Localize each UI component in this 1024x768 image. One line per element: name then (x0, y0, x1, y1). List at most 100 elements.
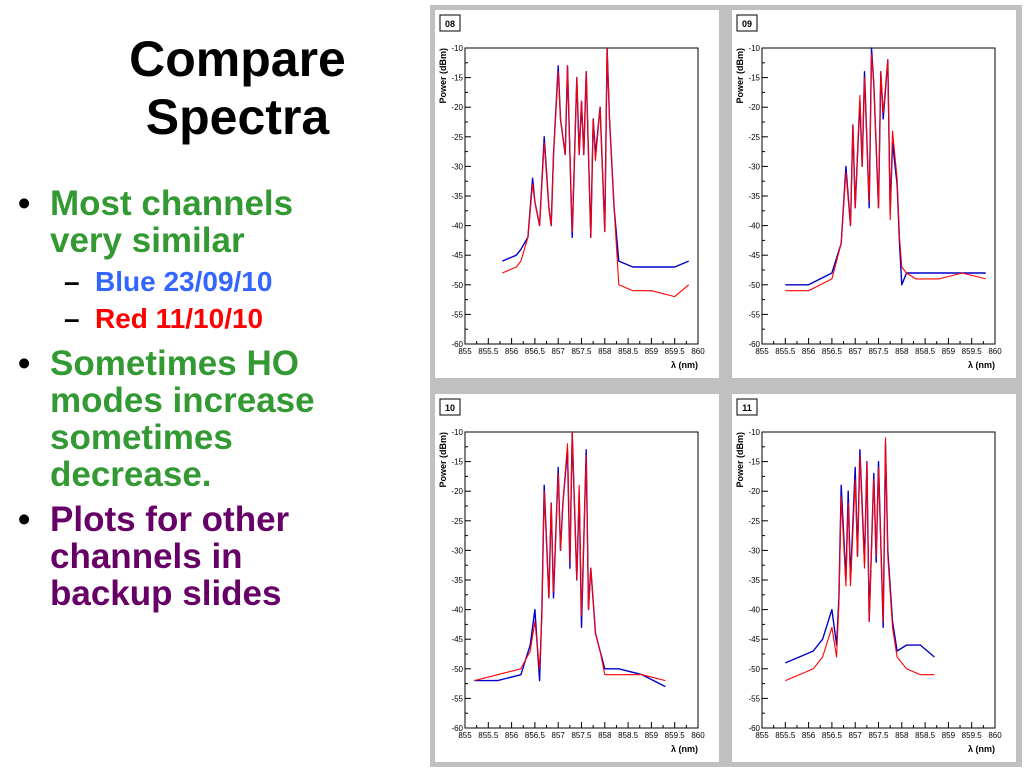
y-tick-label: -40 (451, 606, 463, 615)
bullet-dot: • (18, 500, 31, 539)
panel-label: 08 (445, 19, 455, 29)
bullet-dot: • (18, 344, 31, 383)
bullet-text: modes increase (50, 381, 315, 420)
y-axis-label: Power (dBm) (438, 432, 448, 488)
series-line-red (785, 437, 935, 682)
x-tick-label: 859.5 (962, 347, 983, 356)
y-tick-label: -55 (451, 310, 463, 319)
series-line-red (474, 431, 666, 682)
bullet-text: backup slides (50, 574, 282, 613)
y-tick-label: -25 (451, 133, 463, 142)
plots-area: -10 -15 -20 -25 -30 -35 -40 -45 -50 -55 -60 855 855.… (430, 5, 1022, 767)
sub-bullet-item: – Red 11/10/10 (18, 302, 423, 335)
x-tick-label: 856.5 (525, 347, 546, 356)
y-tick-label: -55 (748, 310, 760, 319)
sub-bullet-text: Blue 23/09/10 (95, 266, 273, 297)
x-tick-label: 856.5 (822, 347, 843, 356)
y-tick-label: -10 (748, 428, 760, 437)
x-axis-label: λ (nm) (671, 360, 698, 370)
bullet-item: • Sometimes HO modes increase sometimes … (18, 345, 423, 493)
x-tick-label: 859.5 (665, 731, 686, 740)
y-tick-label: -60 (451, 340, 463, 349)
series-line-red (502, 47, 690, 298)
sub-bullet-item: – Blue 23/09/10 (18, 265, 423, 298)
x-axis-label: λ (nm) (968, 360, 995, 370)
y-tick-label: -20 (748, 103, 760, 112)
x-tick-label: 855.5 (775, 347, 796, 356)
x-tick-label: 856 (802, 731, 816, 740)
y-tick-label: -25 (748, 133, 760, 142)
x-tick-label: 860 (988, 347, 1002, 356)
bullet-dash: – (64, 303, 80, 334)
x-tick-label: 857 (552, 347, 566, 356)
x-tick-label: 859.5 (665, 347, 686, 356)
plot-frame (464, 47, 699, 345)
y-tick-label: -35 (748, 576, 760, 585)
panel-label-box (439, 398, 461, 416)
x-tick-label: 857.5 (571, 731, 592, 740)
x-axis-label: λ (nm) (968, 744, 995, 754)
y-tick-label: -10 (748, 44, 760, 53)
x-tick-label: 856 (505, 347, 519, 356)
title-line: Spectra (145, 89, 330, 145)
y-tick-label: -20 (451, 103, 463, 112)
x-tick-label: 855.5 (478, 731, 499, 740)
y-tick-label: -60 (748, 340, 760, 349)
series-line-red (785, 53, 986, 292)
plot-frame (464, 431, 699, 729)
x-tick-label: 857.5 (868, 347, 889, 356)
x-tick-label: 858.5 (915, 347, 936, 356)
y-tick-label: -15 (748, 458, 760, 467)
bullet-text: Plots for other (50, 500, 290, 539)
y-tick-label: -45 (451, 251, 463, 260)
y-tick-label: -20 (748, 487, 760, 496)
y-tick-label: -50 (451, 281, 463, 290)
y-tick-label: -35 (748, 192, 760, 201)
x-tick-label: 857 (849, 731, 863, 740)
y-tick-label: -30 (748, 546, 760, 555)
y-tick-label: -55 (748, 694, 760, 703)
bullet-text: sometimes (50, 418, 233, 457)
y-tick-label: -15 (748, 74, 760, 83)
y-tick-label: -45 (748, 251, 760, 260)
x-tick-label: 859 (645, 347, 659, 356)
title-line: Compare (129, 31, 346, 87)
y-tick-label: -50 (748, 281, 760, 290)
y-tick-label: -10 (451, 44, 463, 53)
y-tick-label: -30 (748, 162, 760, 171)
y-tick-label: -15 (451, 74, 463, 83)
x-tick-label: 855 (458, 347, 472, 356)
panel-label: 09 (742, 19, 752, 29)
y-tick-label: -50 (451, 665, 463, 674)
bullet-list: • Most channels very similar – Blue 23/0… (18, 185, 423, 620)
x-tick-label: 860 (691, 731, 705, 740)
x-tick-label: 857 (849, 347, 863, 356)
slide-title: Compare Spectra (40, 30, 435, 146)
x-tick-label: 856 (802, 347, 816, 356)
x-tick-label: 855.5 (478, 347, 499, 356)
y-tick-label: -40 (748, 606, 760, 615)
y-tick-label: -10 (451, 428, 463, 437)
x-tick-label: 857 (552, 731, 566, 740)
x-tick-label: 859 (645, 731, 659, 740)
bullet-text: Sometimes HO (50, 344, 299, 383)
x-tick-label: 858 (895, 731, 909, 740)
y-axis-label: Power (dBm) (438, 48, 448, 104)
y-tick-label: -25 (748, 517, 760, 526)
x-tick-label: 858.5 (915, 731, 936, 740)
bullet-dot: • (18, 184, 31, 223)
bullet-item: • Plots for other channels in backup sli… (18, 501, 423, 612)
x-tick-label: 856.5 (822, 731, 843, 740)
y-tick-label: -25 (451, 517, 463, 526)
x-tick-label: 859.5 (962, 731, 983, 740)
y-tick-label: -35 (451, 192, 463, 201)
bullet-text: channels in (50, 537, 243, 576)
y-tick-label: -60 (748, 724, 760, 733)
y-tick-label: -20 (451, 487, 463, 496)
x-tick-label: 855 (458, 731, 472, 740)
x-tick-label: 859 (942, 347, 956, 356)
x-tick-label: 858.5 (618, 347, 639, 356)
